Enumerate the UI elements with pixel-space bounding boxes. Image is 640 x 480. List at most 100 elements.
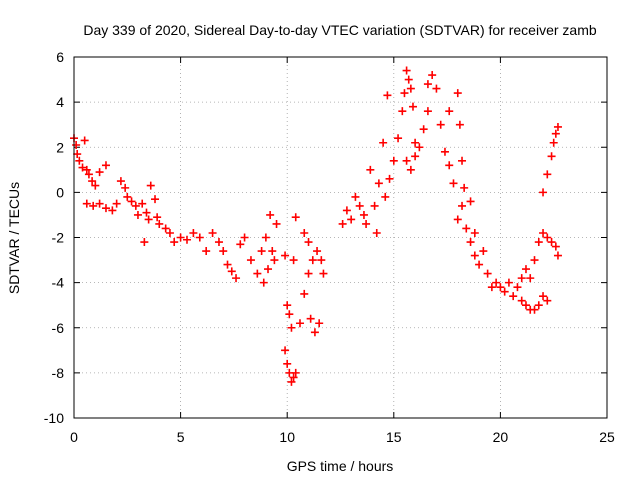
plot-frame [73, 56, 608, 419]
data-point [462, 224, 471, 233]
data-point [475, 260, 484, 269]
data-point [253, 269, 262, 278]
data-point [176, 233, 185, 242]
data-point [304, 238, 313, 247]
data-point [308, 256, 317, 265]
data-point [95, 199, 104, 208]
data-point [534, 238, 543, 247]
data-point [539, 188, 548, 197]
data-point [487, 283, 496, 292]
data-point [411, 138, 420, 147]
data-point [261, 233, 270, 242]
data-point [80, 136, 89, 145]
data-point [289, 373, 298, 382]
data-point [458, 156, 467, 165]
data-point [189, 228, 198, 237]
data-point [455, 120, 464, 129]
data-point [466, 238, 475, 247]
data-point [144, 215, 153, 224]
data-point [82, 165, 91, 174]
data-point [445, 161, 454, 170]
data-point [227, 267, 236, 276]
data-point [146, 181, 155, 190]
data-point [370, 201, 379, 210]
data-point [75, 156, 84, 165]
data-point [223, 260, 232, 269]
x-tick-label: 20 [493, 429, 509, 445]
data-point [272, 219, 281, 228]
data-point [161, 224, 170, 233]
data-point [553, 251, 562, 260]
data-point [466, 197, 475, 206]
data-point [513, 283, 522, 292]
data-point [291, 213, 300, 222]
y-tick-label: -10 [44, 410, 64, 426]
data-point [453, 89, 462, 98]
data-point [351, 192, 360, 201]
data-point [419, 125, 428, 134]
x-tick-label: 10 [279, 429, 295, 445]
data-point [246, 256, 255, 265]
data-point [310, 328, 319, 337]
data-point [458, 201, 467, 210]
data-point [170, 238, 179, 247]
data-point [112, 199, 121, 208]
data-point [428, 71, 437, 80]
data-point [526, 274, 535, 283]
data-point [319, 269, 328, 278]
x-tick-label: 15 [386, 429, 402, 445]
data-point [445, 107, 454, 116]
data-point [317, 256, 326, 265]
axis-ticks: 0 5 10 15 20 25 -10 -8 -6 -4 -2 0 2 4 6 [44, 49, 615, 445]
data-point [551, 129, 560, 138]
data-point [101, 204, 110, 213]
data-point [415, 143, 424, 152]
x-tick-label: 5 [177, 429, 185, 445]
data-point [287, 323, 296, 332]
data-point [453, 215, 462, 224]
data-point [404, 75, 413, 84]
data-point [95, 168, 104, 177]
data-point [504, 278, 513, 287]
data-point [295, 319, 304, 328]
data-point [423, 107, 432, 116]
data-point [133, 210, 142, 219]
data-point [496, 283, 505, 292]
y-tick-label: -8 [52, 365, 65, 381]
data-point [539, 228, 548, 237]
data-point [165, 228, 174, 237]
data-point [268, 247, 277, 256]
data-point [78, 163, 87, 172]
data-point [551, 242, 560, 251]
data-point [287, 377, 296, 386]
data-point [470, 251, 479, 260]
data-point [108, 206, 117, 215]
data-point [313, 247, 322, 256]
data-point [500, 287, 509, 296]
y-tick-label: 2 [56, 139, 64, 155]
data-point [398, 107, 407, 116]
data-point [214, 238, 223, 247]
data-point [127, 197, 136, 206]
data-point [315, 319, 324, 328]
data-point [406, 84, 415, 93]
data-point [521, 265, 530, 274]
data-point [539, 292, 548, 301]
data-point [553, 122, 562, 131]
data-point [432, 84, 441, 93]
data-point [394, 134, 403, 143]
data-point [259, 278, 268, 287]
y-tick-label: -2 [52, 230, 65, 246]
data-point [449, 179, 458, 188]
data-point [479, 247, 488, 256]
data-point [521, 301, 530, 310]
data-point [88, 177, 97, 186]
data-point [517, 296, 526, 305]
data-point [91, 181, 100, 190]
data-point [72, 140, 81, 149]
data-point [547, 238, 556, 247]
data-point [549, 138, 558, 147]
data-point [362, 219, 371, 228]
